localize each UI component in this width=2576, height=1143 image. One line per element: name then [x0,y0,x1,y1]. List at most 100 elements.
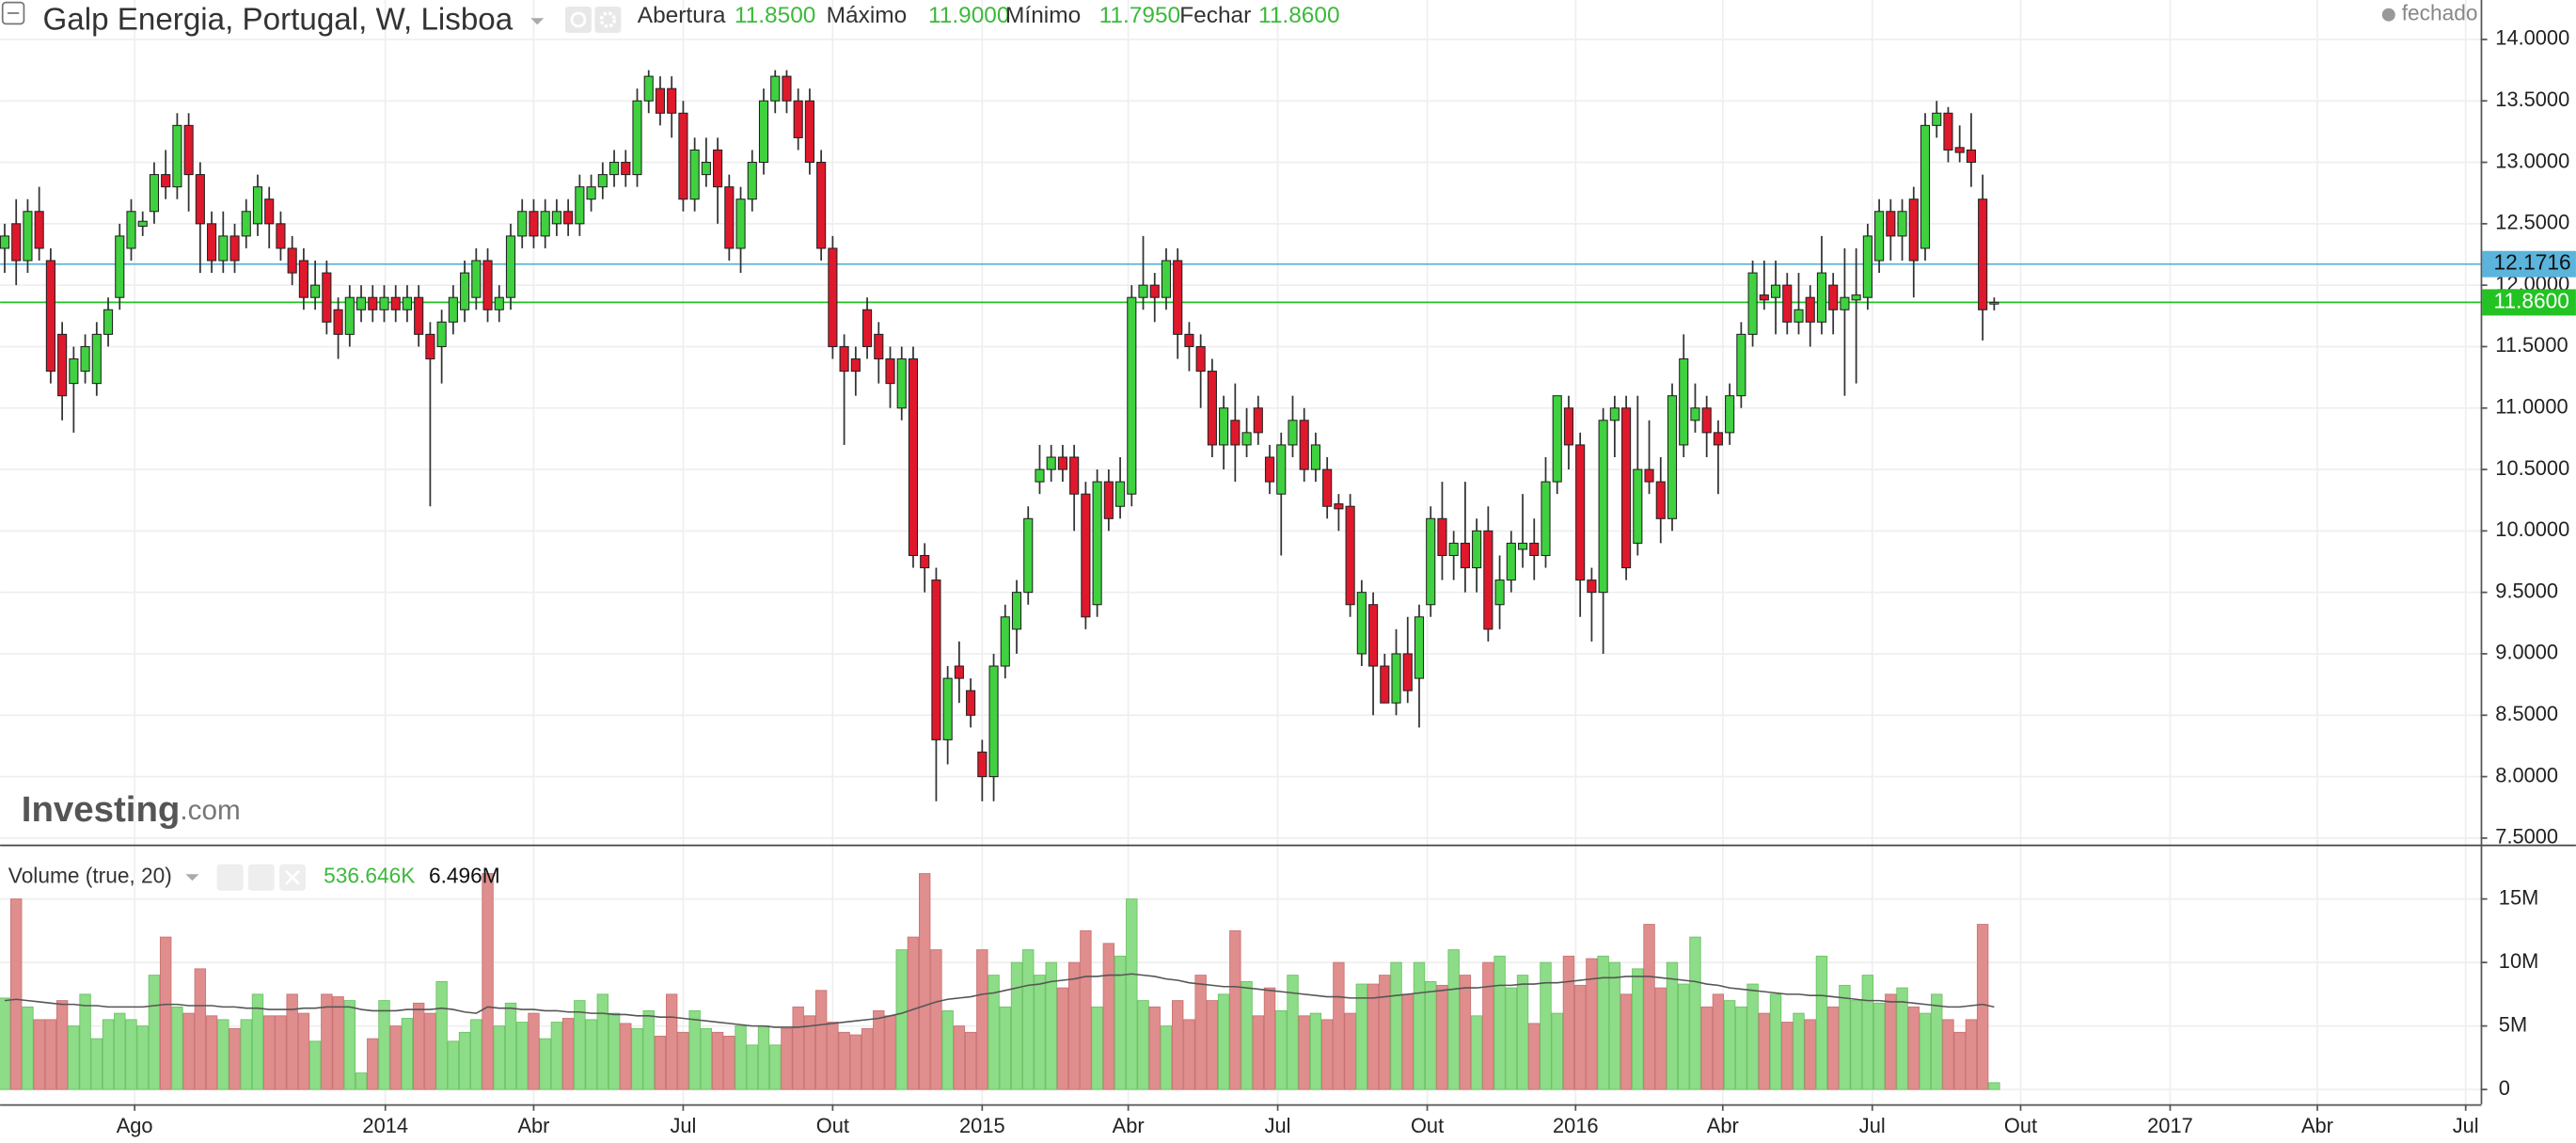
volume-bar [1942,1019,1954,1090]
volume-visibility-button[interactable] [216,864,244,891]
candle-body [1529,542,1540,557]
settings-button[interactable] [594,6,622,33]
volume-dropdown[interactable] [185,874,199,881]
volume-bar [194,968,207,1090]
volume-settings-button[interactable] [247,864,275,891]
candle-body [34,211,44,249]
volume-bar [1758,1012,1771,1090]
volume-bar [1102,943,1115,1090]
volume-bar [861,1027,874,1090]
candle-body [758,100,769,164]
volume-bar [102,1019,115,1090]
volume-bar [1263,987,1276,1090]
candle-body [954,665,964,679]
volume-bar [1654,987,1667,1090]
candle-body [816,162,827,249]
candle-body [1437,517,1447,557]
candle-body [1483,530,1493,630]
candle-body [1713,432,1723,446]
volume-bar [1390,961,1402,1090]
volume-bar [1067,961,1081,1090]
volume-bars [0,873,2000,1090]
volume-bar [1413,961,1426,1090]
watermark-brand-text: Investing [22,789,181,830]
candle-body [1057,456,1067,470]
candle-body [115,235,125,298]
volume-bar [1252,1015,1264,1090]
volume-bar [482,873,494,1090]
volume-bar [1896,987,1908,1090]
candle-body [1219,407,1229,446]
candle-body [1081,493,1091,618]
volume-bar [1551,1012,1563,1090]
candle-body [241,211,251,237]
candle-body [137,220,148,227]
candle-body [1322,468,1333,507]
candle-body [414,296,424,335]
volume-bar [1907,1006,1920,1090]
volume-bar [665,993,678,1090]
volume-bar [1516,975,1529,1090]
volume-bar [873,1009,885,1090]
candle-body [689,149,700,200]
volume-bar [470,1019,482,1090]
candle-body [1701,407,1712,434]
volume-bar [504,1002,517,1090]
volume-bar [343,1000,356,1090]
volume-bar [68,1025,80,1090]
legend-name: Mínimo [1005,3,1081,28]
volume-bar [827,1022,839,1090]
volume-bar [1206,1000,1219,1090]
volume-bar [769,1044,782,1090]
candle-body [1241,432,1252,446]
volume-bar [1850,1000,1862,1090]
candle-body [621,162,631,176]
volume-bar [1666,961,1679,1090]
x-tick-label: Jul [1265,1114,1291,1137]
title-dropdown[interactable] [530,18,545,25]
candle-body [276,223,286,249]
candles [0,70,1999,802]
volume-bar [964,1031,977,1090]
candle-body [1161,260,1172,298]
candle-body [724,186,735,249]
volume-bar [1298,1015,1310,1090]
candle-body [1356,592,1367,655]
volume-bar [182,1012,195,1090]
volume-bar [1080,929,1092,1090]
candle-body [448,296,458,323]
candle-body [931,579,941,740]
candle-body [667,87,677,114]
volume-bar [1620,993,1633,1090]
x-tick-label: Jul [670,1114,696,1137]
candle-body [1725,395,1735,434]
x-tick-label: Jul [1859,1114,1886,1137]
candle-body [1115,481,1126,507]
volume-bar [10,898,23,1090]
candle-body [1288,420,1298,446]
visibility-button[interactable] [564,6,592,33]
volume-bar [677,1031,689,1090]
volume-bar [1643,924,1655,1090]
volume-bar [1493,955,1506,1090]
candle-body [1506,542,1516,581]
candle-body [966,690,976,716]
candle-body [322,272,332,323]
volume-bar [757,1025,770,1090]
volume-bar [1091,1006,1103,1090]
candle-body [874,333,884,360]
volume-bar [136,1025,149,1090]
candle-body [379,296,389,310]
candle-body [540,211,550,237]
x-tick-label: 2014 [362,1114,408,1137]
candle-body [1299,420,1309,470]
candle-body [218,235,229,262]
volume-bar [424,1012,436,1090]
candle-body [333,309,343,335]
volume-bar [561,1018,575,1090]
volume-bar [1183,1019,1195,1090]
volume-bar [286,993,298,1090]
volume-bar [217,1019,229,1090]
price-label: 12.1716 [2494,250,2571,275]
